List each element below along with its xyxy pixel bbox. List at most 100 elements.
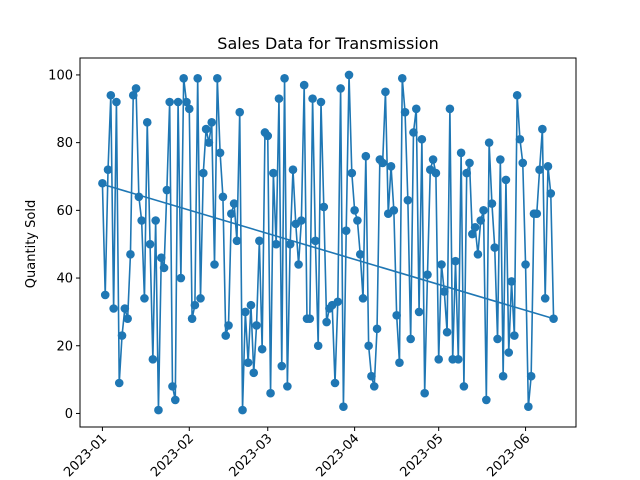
data-point (330, 378, 340, 388)
data-point (227, 209, 236, 219)
data-point (434, 354, 443, 364)
data-point (496, 155, 505, 164)
data-point (224, 321, 233, 330)
data-point (103, 165, 113, 175)
data-point (98, 178, 107, 188)
data-point (526, 371, 536, 381)
trend-line (102, 183, 554, 320)
data-point (400, 107, 410, 117)
data-point (182, 97, 191, 107)
data-point (482, 395, 491, 405)
data-point (439, 287, 449, 296)
data-point (431, 168, 441, 178)
data-point (218, 192, 228, 202)
data-point (140, 294, 149, 303)
data-point (255, 236, 264, 246)
data-point (190, 300, 200, 310)
x-axis: 2023-01 2023-02 2023-03 2023-04 2023-05 2023-… (61, 427, 533, 480)
data-point (524, 402, 533, 411)
data-point (221, 331, 231, 340)
data-point (473, 250, 483, 259)
data-point (109, 304, 118, 313)
data-point (353, 216, 362, 225)
data-point (515, 134, 525, 144)
y-tick-label: 60 (56, 204, 73, 219)
data-point (210, 260, 219, 269)
x-tick-label: 2023-05 (397, 431, 446, 480)
data-point (137, 216, 146, 225)
data-point (305, 314, 315, 323)
x-tick-label: 2023-02 (148, 431, 197, 480)
data-point (456, 148, 466, 158)
data-point (285, 239, 295, 249)
data-point (299, 80, 309, 90)
data-point (341, 226, 351, 235)
data-point (193, 74, 202, 83)
data-point (322, 317, 331, 327)
y-tick-label: 100 (48, 68, 73, 83)
data-point (249, 368, 259, 378)
data-point (123, 314, 132, 323)
data-point (269, 168, 278, 178)
data-point (479, 206, 488, 215)
data-point (170, 395, 180, 405)
x-tick-label: 2023-04 (313, 431, 362, 480)
data-point (145, 239, 155, 249)
data-point (372, 324, 382, 334)
data-point (294, 260, 303, 269)
data-point (229, 199, 239, 208)
data-point (297, 216, 306, 225)
data-point (504, 348, 514, 357)
data-point (126, 250, 135, 259)
data-point (156, 253, 166, 263)
data-point (201, 124, 211, 134)
data-point (100, 290, 110, 300)
data-point (196, 294, 205, 303)
data-point (308, 94, 317, 103)
data-point (358, 294, 368, 303)
data-point (339, 402, 348, 411)
x-tick-label: 2023-03 (227, 431, 276, 480)
data-point (333, 297, 343, 307)
data-point (176, 273, 186, 283)
data-point (311, 236, 320, 246)
data-point (538, 124, 547, 134)
data-point (498, 371, 508, 381)
data-point (347, 168, 357, 178)
data-point (392, 310, 401, 320)
data-point (462, 168, 472, 178)
data-point (148, 354, 158, 364)
data-point (238, 405, 247, 415)
data-point (246, 300, 256, 310)
y-tick-label: 0 (65, 407, 73, 422)
data-point (521, 260, 530, 269)
data-point (106, 90, 116, 100)
y-tick-label: 40 (56, 272, 73, 287)
series-line (101, 74, 555, 411)
data-point (215, 148, 225, 158)
data-point (414, 307, 424, 317)
data-point (501, 175, 511, 185)
data-point (417, 134, 427, 144)
data-point (395, 358, 404, 367)
y-axis: 0 20 40 60 80 100 (48, 68, 80, 422)
data-point (378, 158, 387, 168)
data-point (470, 222, 480, 232)
data-point (369, 382, 379, 391)
data-point (114, 378, 124, 388)
data-point (507, 277, 516, 286)
chart-title: Sales Data for Transmission (217, 34, 438, 53)
data-point (409, 128, 418, 137)
data-point (490, 243, 500, 252)
data-point (199, 168, 208, 178)
data-point (243, 358, 253, 367)
data-point (406, 334, 415, 344)
data-point (128, 90, 138, 100)
data-point (350, 206, 359, 215)
data-point (344, 70, 354, 80)
data-point (277, 361, 287, 371)
data-point (112, 97, 121, 107)
x-tick-label: 2023-01 (61, 431, 110, 480)
data-point (468, 229, 477, 239)
data-point (336, 84, 345, 93)
